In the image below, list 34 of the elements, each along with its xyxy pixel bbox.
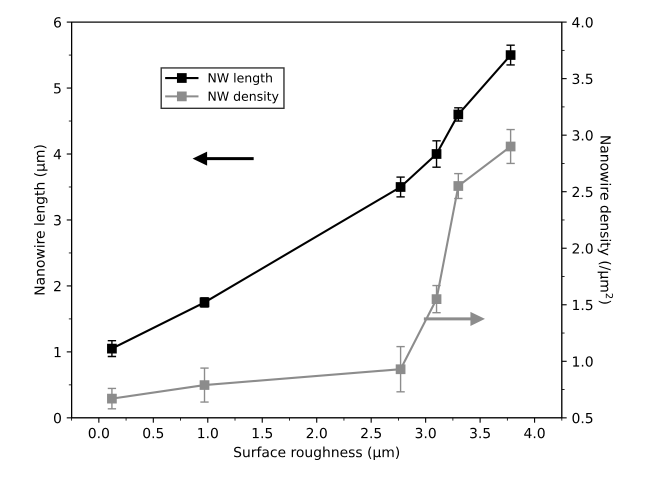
y-tick-label: 6 xyxy=(54,17,62,28)
y2-tick-label: 4.0 xyxy=(572,17,593,28)
y2-tick-label: 3.5 xyxy=(572,74,592,84)
y-tick-label: 5 xyxy=(54,83,61,94)
y2-tick-label: 3.0 xyxy=(572,130,593,141)
x-tick-label: 3.5 xyxy=(470,428,490,438)
legend-label: NW length xyxy=(208,72,272,86)
point xyxy=(432,149,442,159)
y2-tick-label: 0.5 xyxy=(572,412,592,424)
y2-tick-label: 2.0 xyxy=(572,243,593,254)
x-tick-label: 2.5 xyxy=(361,428,382,438)
point xyxy=(200,380,210,390)
x-tick-label: 3.0 xyxy=(416,428,436,438)
x-tick-label: 0.0 xyxy=(88,428,109,438)
y2-axis-title: Nanowire density (/μm$^{2}$) xyxy=(598,136,614,304)
x-tick-label: 1.5 xyxy=(252,428,272,438)
x-tick-label: 0.5 xyxy=(143,428,164,438)
x-tick-label: 4.0 xyxy=(524,428,545,438)
x-tick-label: 1.0 xyxy=(198,428,218,438)
point xyxy=(432,294,442,304)
y-tick-label: 3 xyxy=(54,214,61,226)
y-tick-label: 1 xyxy=(54,347,61,358)
y2-tick-label: 1.0 xyxy=(573,356,593,367)
y-tick-label: 4 xyxy=(54,149,62,160)
y2-tick-label: 2.5 xyxy=(572,186,592,198)
y2-tick-label: 1.5 xyxy=(573,300,592,310)
y-tick-label: 2 xyxy=(54,280,60,292)
point xyxy=(107,344,117,354)
x-tick-label: 2.0 xyxy=(306,428,327,438)
x-axis-title: Surface roughness (μm) xyxy=(234,446,400,460)
y-axis-title: Nanowire length (μm) xyxy=(34,145,48,294)
y-tick-label: 0 xyxy=(54,412,61,424)
legend-label: NW density xyxy=(208,91,279,104)
point xyxy=(396,182,406,192)
